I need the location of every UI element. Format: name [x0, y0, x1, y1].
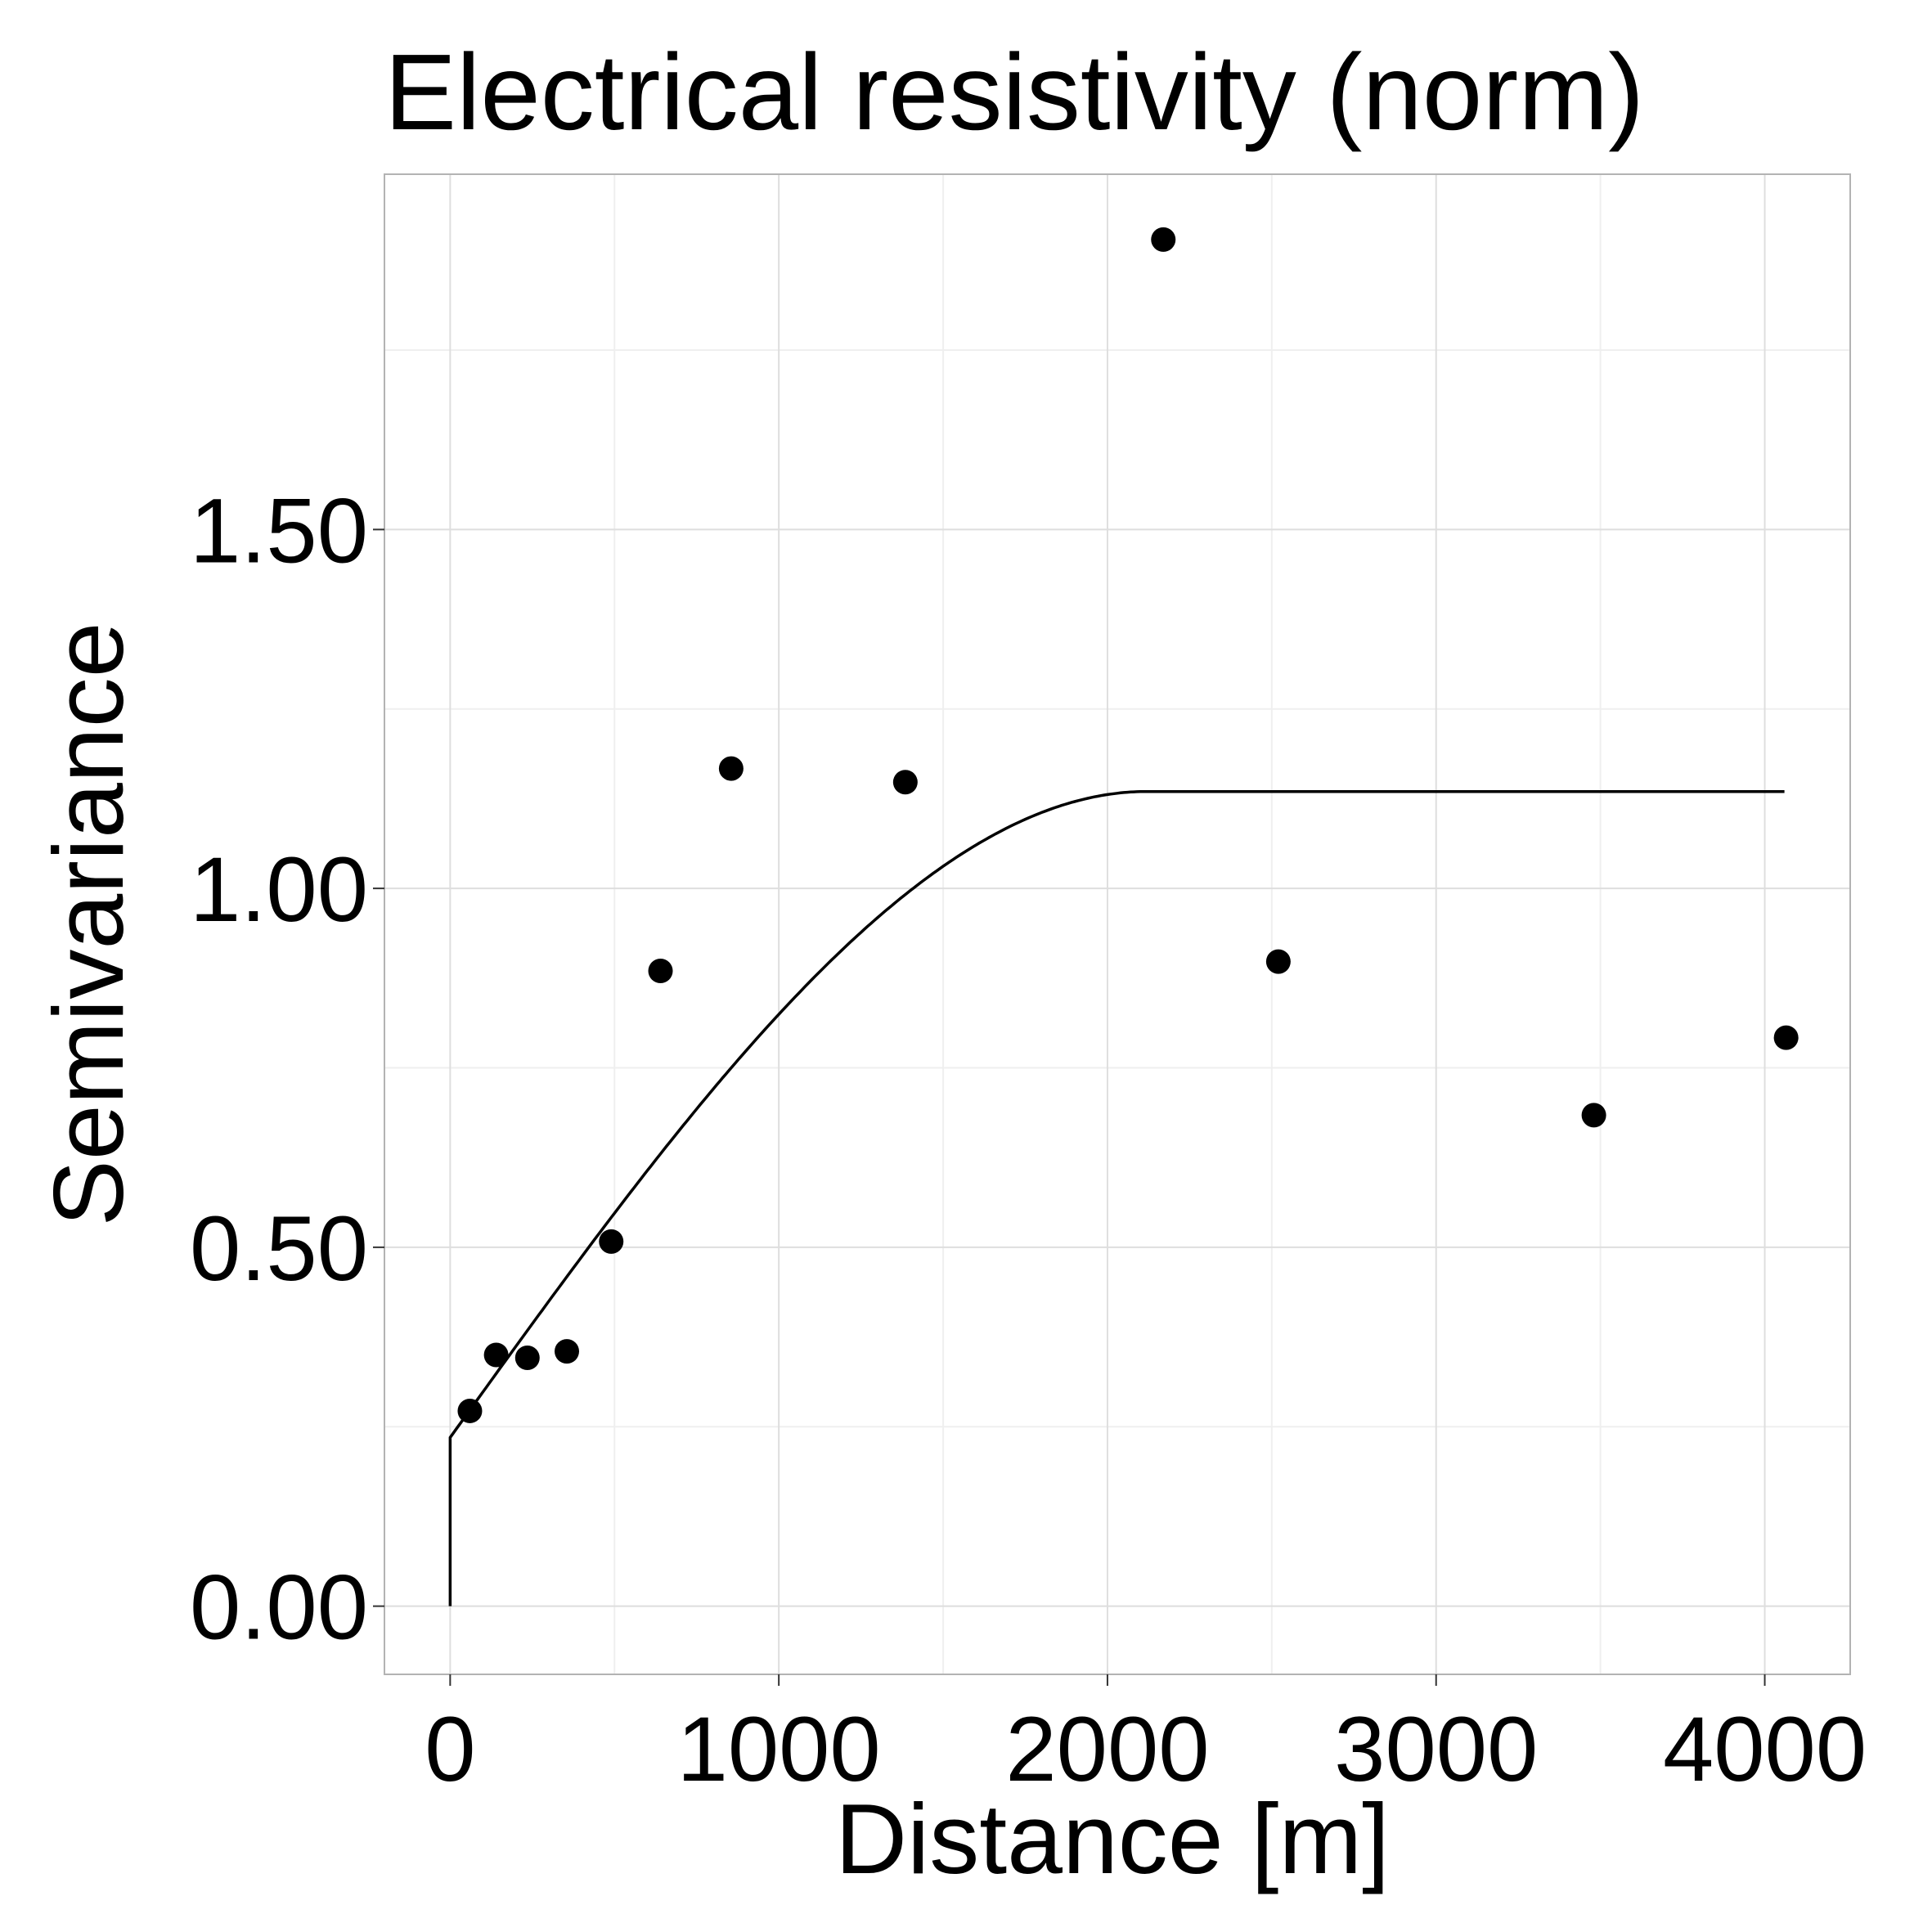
x-axis-title: Distance [m] [835, 1783, 1390, 1894]
data-point [599, 1229, 624, 1254]
y-tick-label: 1.50 [190, 479, 368, 582]
x-tick-label: 4000 [1663, 1698, 1867, 1800]
y-tick-label: 1.00 [190, 838, 368, 941]
y-axis-ticks: 0.00 0.50 1.00 1.50 [190, 479, 384, 1659]
plot-panel-border [384, 173, 1851, 1675]
chart-title: Electrical resistivity (norm) [384, 32, 1644, 152]
variogram-model-curve [448, 789, 1785, 1606]
x-tick-label: 0 [425, 1698, 475, 1800]
data-point [514, 1346, 540, 1371]
data-point [457, 1398, 483, 1423]
data-point [1151, 227, 1176, 252]
data-point [648, 959, 673, 984]
data-point [1581, 1103, 1606, 1128]
y-tick-label: 0.00 [190, 1557, 368, 1659]
data-point [718, 756, 744, 781]
data-point [892, 770, 918, 795]
y-axis-title: Semivariance [33, 622, 144, 1226]
data-point [554, 1339, 579, 1364]
data-point [483, 1342, 509, 1368]
x-tick-label: 1000 [677, 1698, 881, 1800]
y-tick-label: 0.50 [190, 1197, 368, 1300]
data-point [1265, 949, 1291, 974]
x-tick-label: 2000 [1005, 1698, 1209, 1800]
grid-major [384, 174, 1850, 1674]
data-point [1773, 1025, 1799, 1050]
grid-minor [384, 174, 1850, 1674]
data-points [457, 227, 1799, 1423]
x-tick-label: 3000 [1334, 1698, 1538, 1800]
x-axis-ticks: 0 1000 2000 3000 4000 [425, 1674, 1867, 1800]
